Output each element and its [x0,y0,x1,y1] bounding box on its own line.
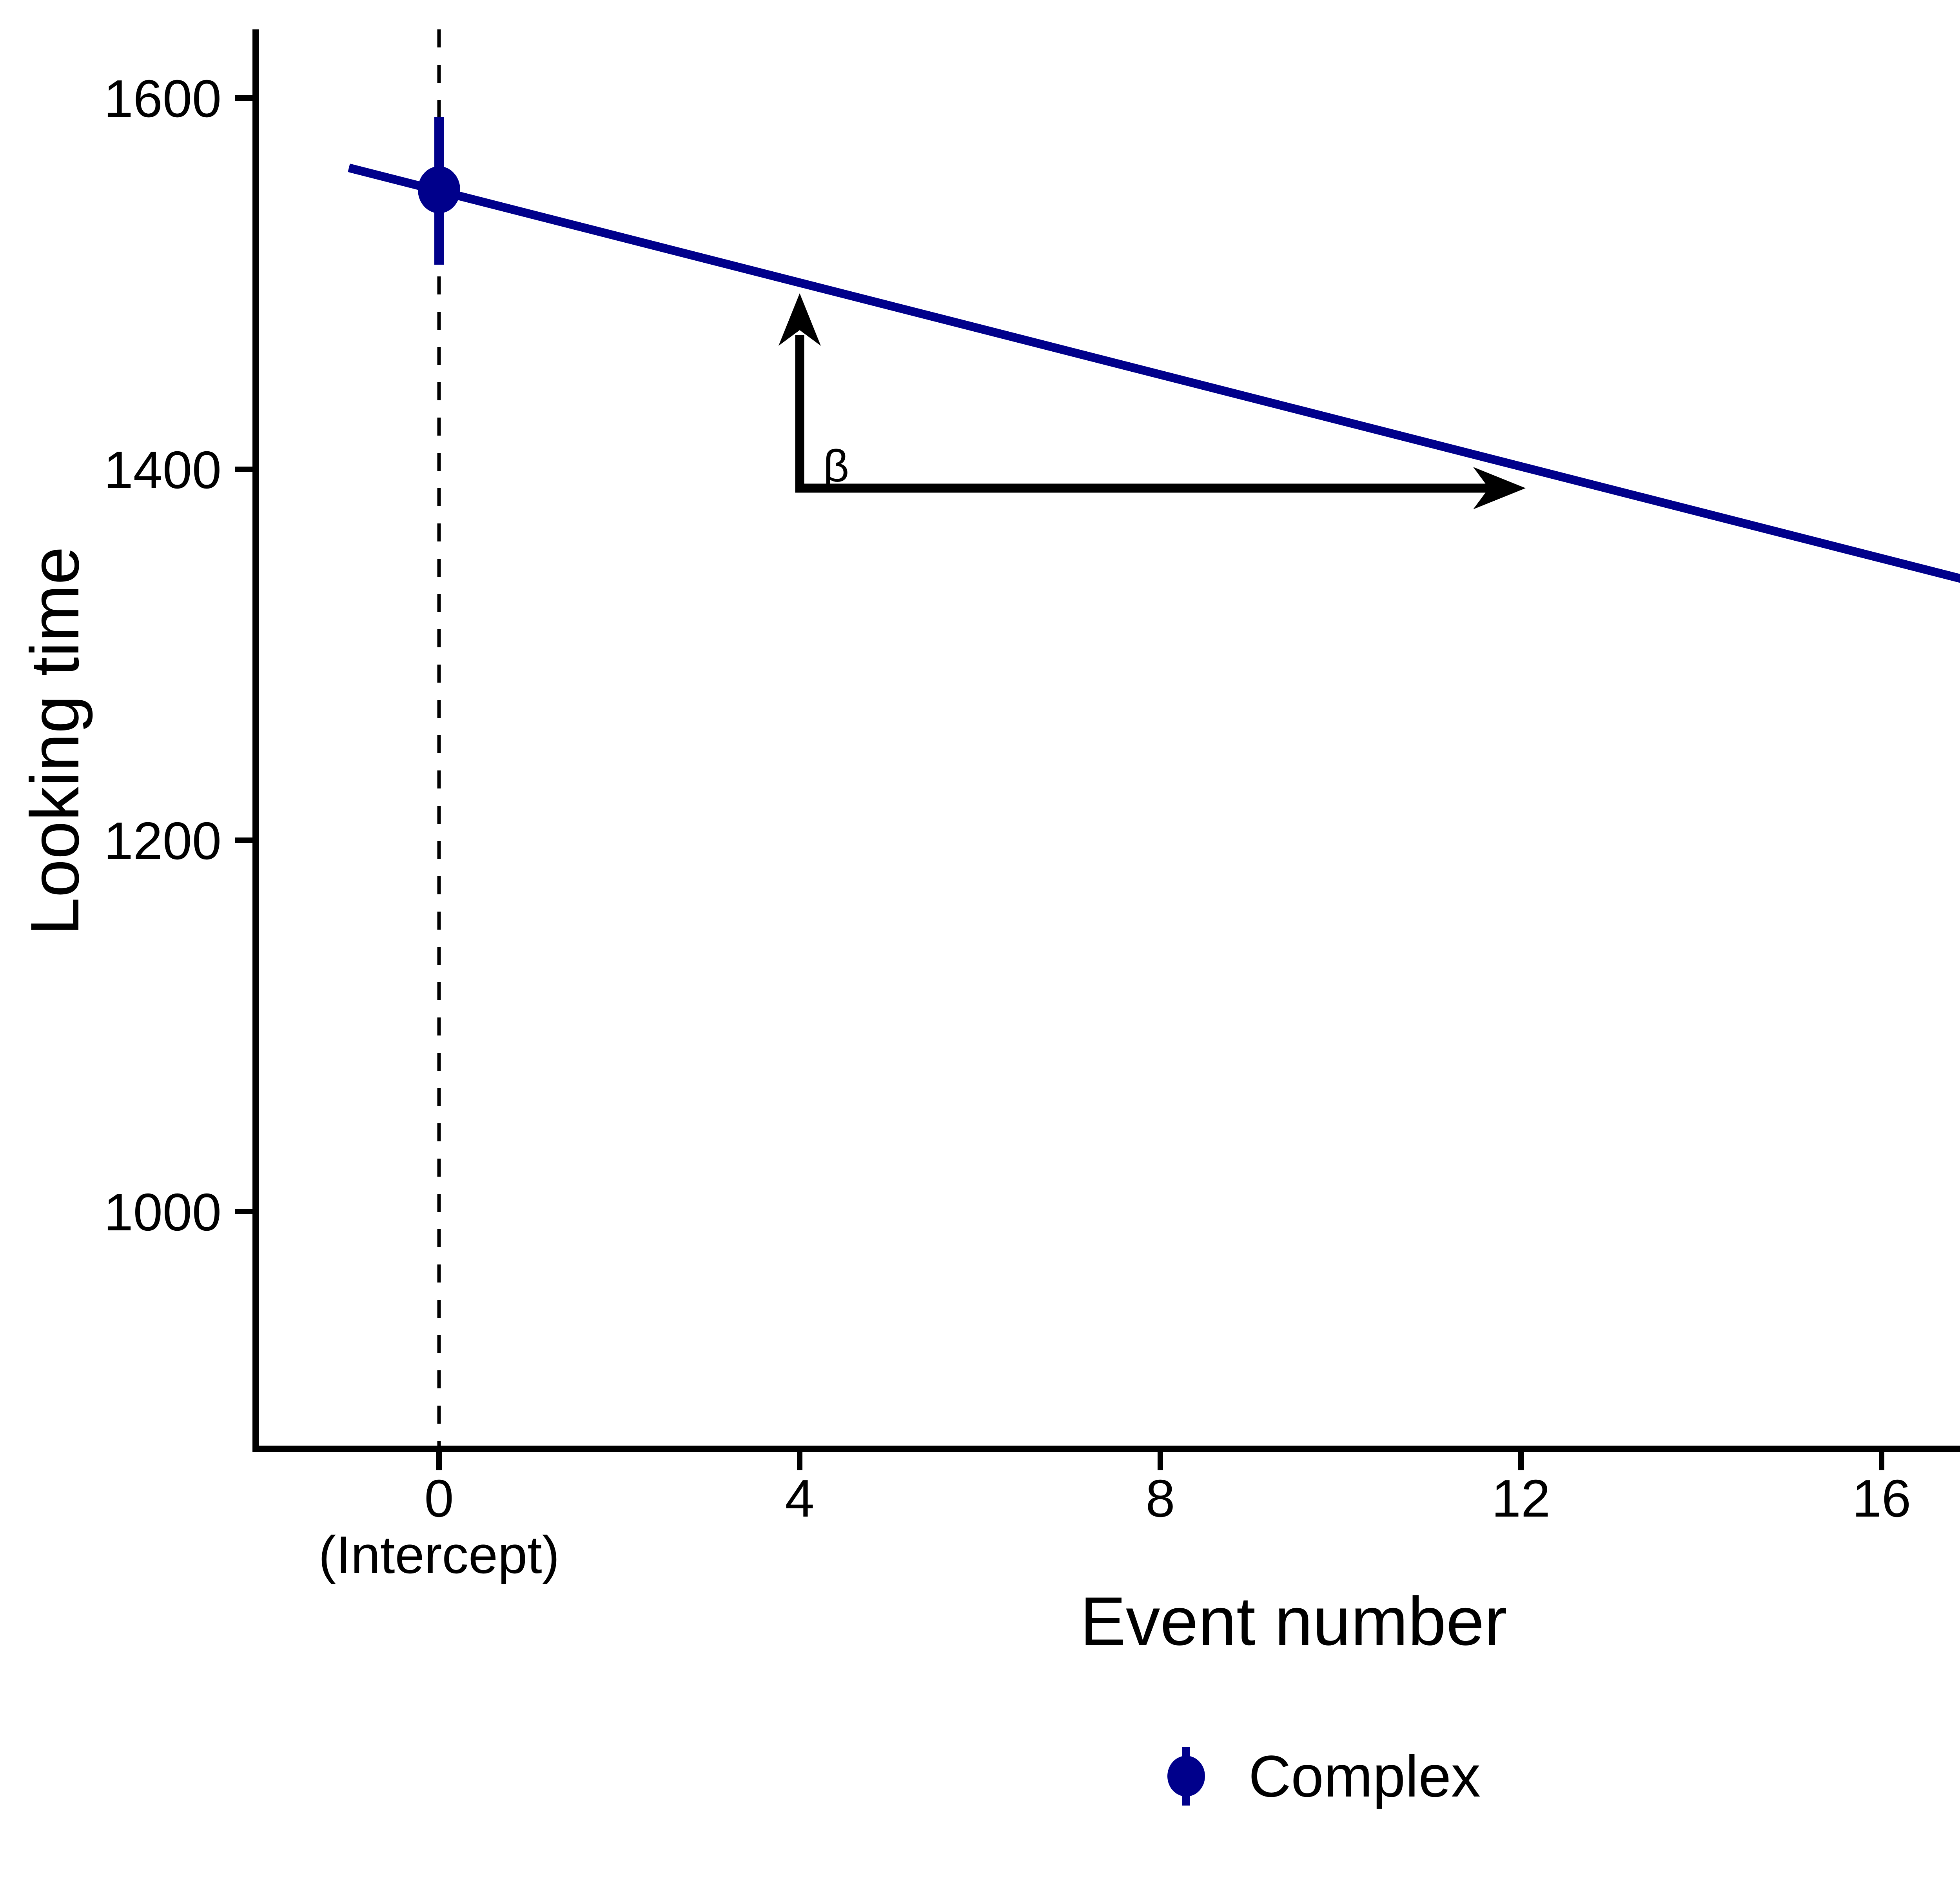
y-tick-label-1200: 1200 [104,811,221,870]
y-axis-ticks [235,95,253,1214]
x-tick-label-12: 12 [1492,1469,1550,1528]
regression-line-complex [348,163,1960,583]
x-axis-title: Event number [1080,1583,1507,1660]
y-axis-title: Looking time [17,547,93,936]
slope-annotation: β [779,293,1526,509]
x-tick-label-8: 8 [1145,1469,1175,1528]
intercept-point [418,166,460,213]
x-tick-label-4: 4 [785,1469,814,1528]
legend: Complex [1167,1743,1481,1809]
beta-label: β [823,441,849,491]
legend-key-point [1167,1756,1205,1797]
y-tick-label-1400: 1400 [104,440,221,500]
slope-arrowhead-right [1473,467,1526,509]
intercept-sublabel: (Intercept) [318,1525,559,1584]
x-axis-tick-labels: 0 4 8 12 16 20 [424,1469,1911,1528]
x-tick-label-0: 0 [424,1469,454,1528]
x-axis-ticks [436,1452,1884,1470]
legend-label-complex: Complex [1249,1743,1481,1809]
slope-arrowhead-up [779,293,821,346]
y-tick-label-1000: 1000 [104,1183,221,1242]
slope-arrow-elbow [795,335,1494,493]
x-tick-label-16: 16 [1852,1469,1911,1528]
y-axis-tick-labels: 1600 1400 1200 1000 [104,69,221,1242]
y-tick-label-1600: 1600 [104,69,221,128]
